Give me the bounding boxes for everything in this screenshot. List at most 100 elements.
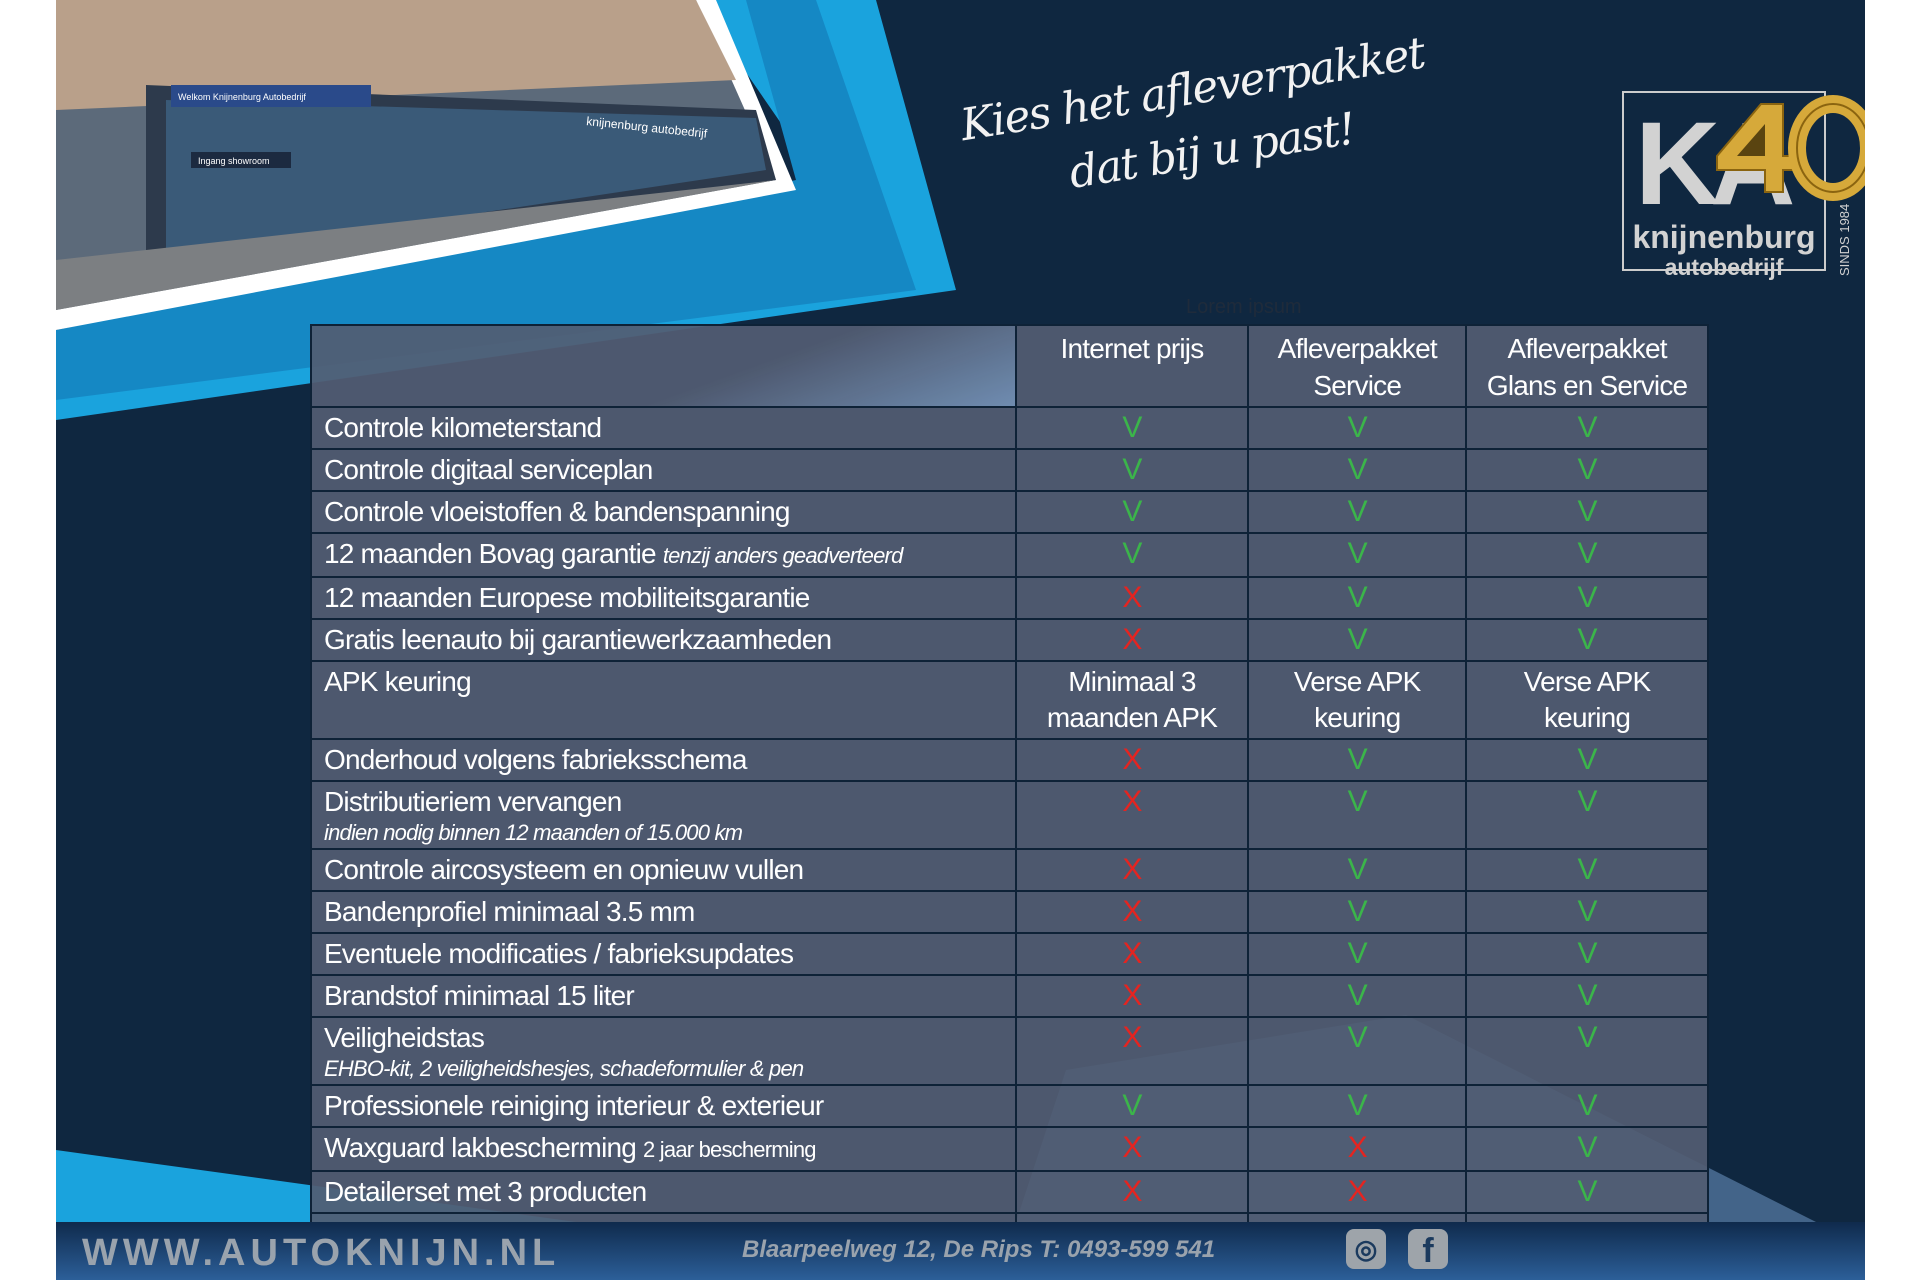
cross-icon: X [1014, 738, 1250, 782]
row-label-cell: Waxguard lakbescherming 2 jaar beschermi… [310, 1126, 1017, 1172]
table-row: Professionele reiniging interieur & exte… [310, 1084, 1709, 1128]
cross-icon: X [1014, 1170, 1250, 1214]
header-empty-cell [310, 324, 1017, 408]
apk-value: Verse APK keuring [1247, 660, 1468, 740]
check-icon: V [1465, 738, 1709, 782]
check-icon: V [1465, 1016, 1709, 1086]
column-header-glans-service: Afleverpakket Glans en Service [1465, 324, 1709, 408]
row-label: Controle vloeistoffen & bandenspanning [324, 496, 790, 527]
check-icon: V [1465, 780, 1709, 850]
row-label-cell: Brandstof minimaal 15 liter [310, 974, 1017, 1018]
row-label-cell: Controle kilometerstand [310, 406, 1017, 450]
row-label: Controle aircosysteem en opnieuw vullen [324, 854, 804, 885]
row-label-cell: APK keuring [310, 660, 1017, 740]
apk-value: Minimaal 3 maanden APK [1014, 660, 1250, 740]
row-label: Veiligheidstas [324, 1022, 485, 1053]
check-icon: V [1247, 780, 1468, 850]
row-label: Brandstof minimaal 15 liter [324, 980, 635, 1011]
cross-icon: X [1014, 974, 1250, 1018]
row-label-cell: Onderhoud volgens fabrieksschema [310, 738, 1017, 782]
row-label-cell: Distributieriem vervangen indien nodig bi… [310, 780, 1017, 850]
row-label-cell: Controle vloeistoffen & bandenspanning [310, 490, 1017, 534]
logo-40-emblem [1716, 95, 1865, 201]
apk-value: Verse APK keuring [1465, 660, 1709, 740]
check-icon: V [1465, 1170, 1709, 1214]
row-label-cell: Bandenprofiel minimaal 3.5 mm [310, 890, 1017, 934]
row-label: Distributieriem vervangen [324, 786, 622, 817]
faint-label: Lorem ipsum [1186, 296, 1302, 318]
row-label: 12 maanden Europese mobiliteitsgarantie [324, 582, 810, 613]
row-label: Detailerset met 3 producten [324, 1176, 647, 1207]
row-label: Gratis leenauto bij garantiewerkzaamhede… [324, 624, 832, 655]
row-label-cell: Eventuele modificaties / fabrieksupdates [310, 932, 1017, 976]
instagram-icon[interactable]: ◎ [1346, 1229, 1386, 1269]
row-label-cell: Gratis leenauto bij garantiewerkzaamhede… [310, 618, 1017, 662]
check-icon: V [1465, 848, 1709, 892]
accent-stripe-dark [56, 0, 916, 400]
address-phone: Blaarpeelweg 12, De Rips T: 0493-599 541 [742, 1236, 1216, 1263]
logo-sub: autobedrijf [1665, 254, 1784, 280]
row-label-cell: Professionele reiniging interieur & exte… [310, 1084, 1017, 1128]
photo-entrance-text: Ingang showroom [198, 156, 270, 166]
row-label: Waxguard lakbescherming [324, 1132, 637, 1163]
website-link[interactable]: WWW.AUTOKNIJN.NL [82, 1232, 561, 1274]
check-icon: V [1014, 1084, 1250, 1128]
row-note: indien nodig binnen 12 maanden of 15.000… [324, 820, 743, 845]
check-icon: V [1014, 490, 1250, 534]
table-row: Distributieriem vervangen indien nodig bi… [310, 780, 1709, 850]
row-label: Professionele reiniging interieur & exte… [324, 1090, 824, 1121]
check-icon: V [1465, 1084, 1709, 1128]
table-row: Controle kilometerstand V V V [310, 406, 1709, 450]
check-icon: V [1014, 532, 1250, 578]
check-icon: V [1247, 618, 1468, 662]
table-row: Controle aircosysteem en opnieuw vullen X… [310, 848, 1709, 892]
table-row: APK keuring Minimaal 3 maanden APK Verse A… [310, 660, 1709, 740]
accent-stripe [56, 0, 956, 420]
table-row: 12 maanden Europese mobiliteitsgarantie X… [310, 576, 1709, 620]
cross-icon: X [1014, 932, 1250, 976]
row-label: Onderhoud volgens fabrieksschema [324, 744, 747, 775]
check-icon: V [1247, 406, 1468, 450]
table-row: Controle digitaal serviceplan V V V [310, 448, 1709, 492]
knijnenburg-logo: KA knijnenburg autobedrijf SINDS 1984 [1622, 91, 1865, 280]
table-row: Gratis leenauto bij garantiewerkzaamhede… [310, 618, 1709, 662]
check-icon: V [1247, 1016, 1468, 1086]
row-label-cell: 12 maanden Europese mobiliteitsgarantie [310, 576, 1017, 620]
package-comparison-table: Internet prijs Afleverpakket Service Afl… [310, 324, 1709, 1272]
row-label: 12 maanden Bovag garantie [324, 538, 657, 569]
check-icon: V [1247, 932, 1468, 976]
table-header-row: Internet prijs Afleverpakket Service Afl… [310, 324, 1709, 408]
table-row: Bandenprofiel minimaal 3.5 mm X V V [310, 890, 1709, 934]
row-note: 2 jaar bescherming [643, 1137, 817, 1162]
cross-icon: X [1014, 890, 1250, 934]
row-label: Controle digitaal serviceplan [324, 454, 653, 485]
check-icon: V [1465, 932, 1709, 976]
logo-name: knijnenburg [1632, 219, 1815, 255]
table-row: Veiligheidstas EHBO-kit, 2 veiligheidshes… [310, 1016, 1709, 1086]
table-row: Controle vloeistoffen & bandenspanning V V… [310, 490, 1709, 534]
cross-icon: X [1014, 576, 1250, 620]
row-label: APK keuring [324, 666, 472, 697]
check-icon: V [1465, 532, 1709, 578]
check-icon: V [1247, 532, 1468, 578]
table-row: Detailerset met 3 producten X X V [310, 1170, 1709, 1214]
cross-icon: X [1014, 1016, 1250, 1086]
table-row: Waxguard lakbescherming 2 jaar beschermi… [310, 1126, 1709, 1172]
check-icon: V [1247, 974, 1468, 1018]
cross-icon: X [1014, 1126, 1250, 1172]
check-icon: V [1247, 890, 1468, 934]
check-icon: V [1247, 448, 1468, 492]
facebook-icon[interactable]: f [1408, 1229, 1448, 1270]
table-row: Eventuele modificaties / fabrieksupdates… [310, 932, 1709, 976]
cross-icon: X [1014, 848, 1250, 892]
check-icon: V [1247, 738, 1468, 782]
check-icon: V [1465, 576, 1709, 620]
column-header-service: Afleverpakket Service [1247, 324, 1468, 408]
table-row: Brandstof minimaal 15 liter X V V [310, 974, 1709, 1018]
check-icon: V [1247, 848, 1468, 892]
check-icon: V [1247, 490, 1468, 534]
row-label-cell: Detailerset met 3 producten [310, 1170, 1017, 1214]
check-icon: V [1465, 406, 1709, 450]
check-icon: V [1465, 974, 1709, 1018]
cross-icon: X [1014, 618, 1250, 662]
